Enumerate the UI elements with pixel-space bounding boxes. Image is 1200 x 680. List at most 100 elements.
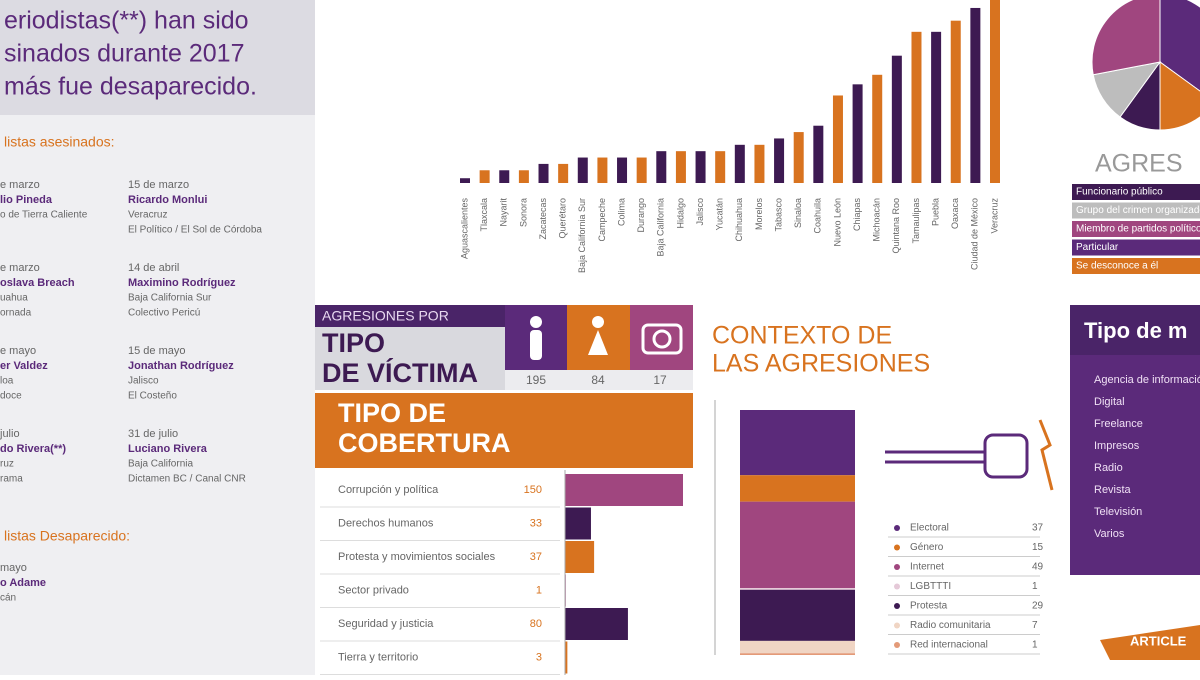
bullet [894,622,900,629]
bar [832,95,843,183]
entry-line: cán [0,593,16,604]
x-tick-label: Oaxaca [950,198,960,229]
x-tick-label: Hidalgo [675,198,685,229]
bullet [894,564,900,570]
coverage-label: Protesta y movimientos sociales [338,551,496,563]
bar [891,55,902,184]
bar [518,170,529,183]
x-tick-label: Sinaloa [793,198,803,228]
coverage-bar [565,474,683,506]
context-value: 15 [1032,542,1044,553]
entry-name: o Adame [0,577,46,589]
stack-segment [740,475,855,502]
bullet [894,583,900,590]
entry-date: mayo [0,562,27,574]
fist-icon [983,433,1029,479]
victim-count: 84 [591,373,605,387]
coverage-value: 1 [536,584,542,596]
entry-line: o de Tierra Caliente [0,210,88,221]
media-item: Agencia de información [1094,374,1200,386]
bar [499,170,510,183]
aggressor-row [1072,202,1200,219]
context-label: Internet [910,562,944,573]
context-value: 37 [1032,523,1044,534]
entry-line: Veracruz [128,210,167,221]
stack-segment [740,640,855,654]
bar [931,31,942,184]
bar [852,84,863,183]
bar [754,144,765,183]
entry-name: er Valdez [0,360,48,372]
x-tick-label: Sonora [518,198,528,227]
context-value: 1 [1032,581,1038,592]
bar [695,151,706,183]
entry-date: julio [0,428,20,440]
victim-title: DE VÍCTIMA [322,357,478,388]
entry-date: e marzo [0,179,40,191]
stack-segment [740,588,855,590]
entry-line: El Costeño [128,391,177,402]
coverage-bar [565,641,568,674]
x-tick-label: Aguascalientes [459,198,469,260]
aggressor-label: Particular [1076,242,1119,253]
context-label: Protesta [910,601,948,612]
pie-slice [1159,61,1200,131]
entry-name: Ricardo Monlui [128,194,207,206]
entry-name: Jonathan Rodríguez [128,360,234,372]
entry-line: rama [0,474,23,485]
bar [793,132,804,183]
context-label: LGBTTTI [910,581,951,592]
media-item: Varios [1094,528,1125,540]
entry-name: lio Pineda [0,194,53,206]
bar [813,125,824,183]
x-tick-label: Campeche [597,198,607,242]
context-value: 49 [1032,562,1044,573]
coverage-label: Derechos humanos [338,517,434,529]
icon-woman [592,316,604,328]
x-tick-label: Querétaro [558,198,568,239]
coverage-label: Corrupción y política [338,484,439,496]
victim-kicker: AGRESIONES POR [322,308,449,324]
icon-man [530,330,542,360]
context-label: Género [910,542,944,553]
aggressor-label: Miembro de partidos políticos [1076,224,1200,235]
entry-line: Jalisco [128,376,159,387]
entry-line: Colectivo Pericú [128,308,200,319]
bar [597,157,608,183]
bar [617,157,628,183]
media-item: Revista [1094,484,1132,496]
x-tick-label: Jalisco [695,198,705,226]
coverage-value: 3 [536,651,542,663]
context-label: Red internacional [910,640,988,651]
aggressor-label: Grupo del crimen organizado [1076,205,1200,216]
coverage-header [315,393,693,468]
bullet [894,525,900,531]
x-tick-label: Nayarit [499,198,509,227]
aggressor-row [1072,239,1200,256]
entry-date: e mayo [0,345,36,357]
coverage-title: TIPO DE [338,398,446,428]
bar [656,151,667,183]
aggressor-row [1072,184,1200,200]
aggressor-row [1072,221,1200,237]
context-label: Radio comunitaria [910,620,991,631]
x-tick-label: Chihuahua [734,198,744,242]
x-tick-label: Yucatán [715,198,725,231]
bar [577,157,588,183]
aggressor-label: Se desconoce a él [1076,261,1158,272]
icon-camera-bg [630,305,693,370]
bar [715,151,726,183]
fist-arm [885,450,985,464]
header-line: más fue desaparecido. [4,73,257,101]
media-item: Freelance [1094,418,1143,430]
context-value: 7 [1032,620,1038,631]
coverage-bar [565,608,628,640]
coverage-label: Sector privado [338,584,409,596]
entry-name: Maximino Rodríguez [128,277,236,289]
victim-count: 195 [526,373,546,387]
media-header [1070,305,1200,355]
x-tick-label: Baja California [656,198,666,257]
x-tick-label: Morelos [754,198,764,231]
stack-segment [740,410,855,476]
